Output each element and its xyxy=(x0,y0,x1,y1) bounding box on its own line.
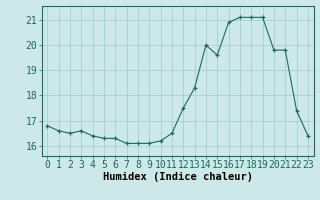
X-axis label: Humidex (Indice chaleur): Humidex (Indice chaleur) xyxy=(103,172,252,182)
